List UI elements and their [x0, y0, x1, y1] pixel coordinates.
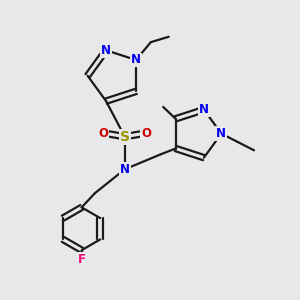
Text: N: N	[131, 53, 141, 67]
Text: N: N	[216, 127, 226, 140]
Text: N: N	[101, 44, 111, 57]
Text: N: N	[120, 163, 130, 176]
Text: N: N	[199, 103, 209, 116]
Text: O: O	[141, 127, 151, 140]
Text: O: O	[98, 127, 108, 140]
Text: S: S	[120, 130, 130, 144]
Text: F: F	[78, 253, 86, 266]
